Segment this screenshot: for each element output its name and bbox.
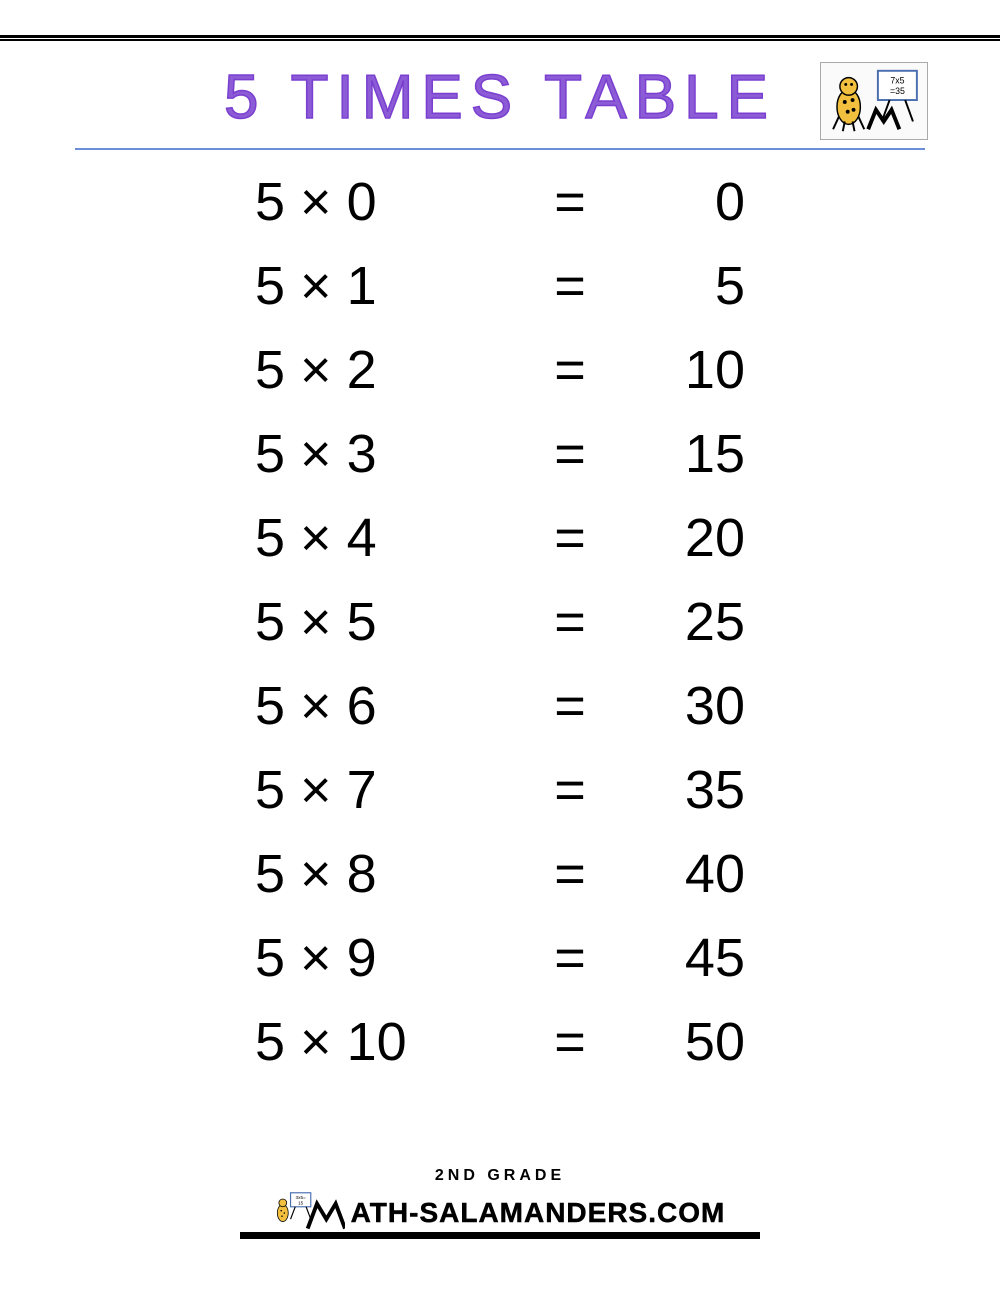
table-row: 5 × 10=50	[255, 1015, 745, 1069]
table-row: 5 × 1=5	[255, 259, 745, 313]
equation-lhs: 5 × 8	[255, 847, 525, 901]
equation-lhs: 5 × 7	[255, 763, 525, 817]
equals-sign: =	[525, 763, 615, 817]
equals-sign: =	[525, 175, 615, 229]
table-row: 5 × 9=45	[255, 931, 745, 985]
table-row: 5 × 8=40	[255, 847, 745, 901]
footer-logo-line: 3x5= 15 ATH-SALAMANDERS.COM	[275, 1189, 726, 1237]
equals-sign: =	[525, 847, 615, 901]
title-underline	[75, 148, 925, 150]
footer-salamander-icon: 3x5= 15	[275, 1189, 345, 1237]
equation-result: 15	[615, 427, 745, 481]
equals-sign: =	[525, 259, 615, 313]
equation-result: 40	[615, 847, 745, 901]
footer-grade: 2ND GRADE	[435, 1167, 565, 1185]
equation-lhs: 5 × 10	[255, 1015, 525, 1069]
equation-lhs: 5 × 5	[255, 595, 525, 649]
footer-site: ATH-SALAMANDERS.COM	[351, 1197, 726, 1229]
table-row: 5 × 2=10	[255, 343, 745, 397]
equals-sign: =	[525, 511, 615, 565]
table-row: 5 × 6=30	[255, 679, 745, 733]
top-double-rule	[0, 35, 1000, 41]
equation-result: 25	[615, 595, 745, 649]
equals-sign: =	[525, 1015, 615, 1069]
svg-text:3x5=: 3x5=	[295, 1195, 306, 1200]
svg-text:7x5: 7x5	[890, 75, 904, 85]
times-table: 5 × 0=05 × 1=55 × 2=105 × 3=155 × 4=205 …	[0, 175, 1000, 1099]
equation-result: 35	[615, 763, 745, 817]
svg-text:=35: =35	[890, 86, 905, 96]
equation-lhs: 5 × 6	[255, 679, 525, 733]
equation-result: 5	[615, 259, 745, 313]
equation-lhs: 5 × 2	[255, 343, 525, 397]
equation-result: 0	[615, 175, 745, 229]
svg-text:15: 15	[298, 1200, 304, 1205]
footer: 2ND GRADE 3x5= 15 ATH-SALAMANDERS.COM	[0, 1167, 1000, 1239]
equation-lhs: 5 × 3	[255, 427, 525, 481]
table-row: 5 × 0=0	[255, 175, 745, 229]
equation-result: 30	[615, 679, 745, 733]
logo-top: 7x5 =35	[820, 62, 928, 140]
equation-result: 45	[615, 931, 745, 985]
equation-lhs: 5 × 4	[255, 511, 525, 565]
table-row: 5 × 7=35	[255, 763, 745, 817]
table-row: 5 × 4=20	[255, 511, 745, 565]
equation-lhs: 5 × 0	[255, 175, 525, 229]
table-row: 5 × 5=25	[255, 595, 745, 649]
equation-lhs: 5 × 1	[255, 259, 525, 313]
table-row: 5 × 3=15	[255, 427, 745, 481]
header: 5 TIMES TABLE	[75, 62, 925, 133]
equation-lhs: 5 × 9	[255, 931, 525, 985]
page-title: 5 TIMES TABLE	[224, 62, 776, 133]
equals-sign: =	[525, 931, 615, 985]
equation-result: 50	[615, 1015, 745, 1069]
equation-result: 20	[615, 511, 745, 565]
equals-sign: =	[525, 679, 615, 733]
equals-sign: =	[525, 343, 615, 397]
equation-result: 10	[615, 343, 745, 397]
equals-sign: =	[525, 595, 615, 649]
equals-sign: =	[525, 427, 615, 481]
footer-rule	[240, 1235, 760, 1239]
